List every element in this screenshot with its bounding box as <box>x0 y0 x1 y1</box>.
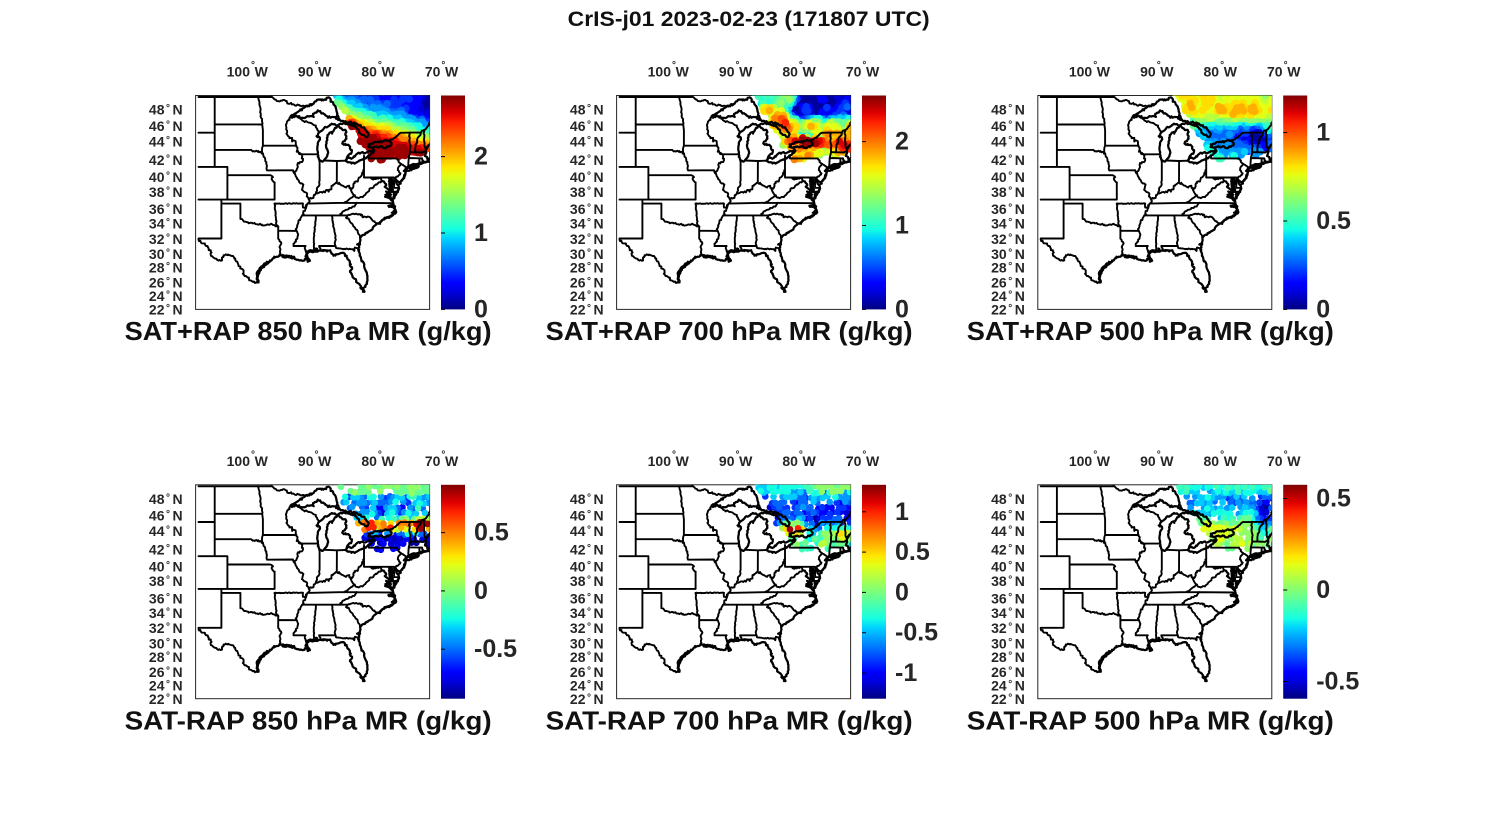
svg-text:2: 2 <box>474 143 488 171</box>
svg-text:0: 0 <box>1316 576 1330 604</box>
svg-text:0: 0 <box>1316 295 1330 323</box>
svg-text:0.5: 0.5 <box>1316 207 1351 235</box>
svg-text:-1: -1 <box>895 659 917 687</box>
svg-text:0: 0 <box>474 577 488 605</box>
svg-text:SAT-RAP 850 hPa MR (g/kg): SAT-RAP 850 hPa MR (g/kg) <box>125 705 492 735</box>
svg-text:CrIS-j01 2023-02-23 (171807 UT: CrIS-j01 2023-02-23 (171807 UTC) <box>568 8 930 31</box>
svg-text:-0.5: -0.5 <box>895 619 938 647</box>
svg-text:0: 0 <box>895 578 909 606</box>
svg-text:SAT-RAP 700 hPa MR (g/kg): SAT-RAP 700 hPa MR (g/kg) <box>546 705 913 735</box>
svg-text:1: 1 <box>1316 119 1330 147</box>
svg-text:0.5: 0.5 <box>895 538 930 566</box>
svg-text:SAT+RAP 700 hPa MR (g/kg): SAT+RAP 700 hPa MR (g/kg) <box>546 316 913 346</box>
svg-text:SAT-RAP 500 hPa MR (g/kg): SAT-RAP 500 hPa MR (g/kg) <box>967 705 1334 735</box>
svg-text:1: 1 <box>895 212 909 240</box>
svg-text:0: 0 <box>474 295 488 323</box>
svg-text:-0.5: -0.5 <box>474 635 517 663</box>
svg-text:SAT+RAP 850 hPa MR (g/kg): SAT+RAP 850 hPa MR (g/kg) <box>125 316 492 346</box>
svg-text:1: 1 <box>474 219 488 247</box>
svg-text:0: 0 <box>895 295 909 323</box>
svg-text:2: 2 <box>895 128 909 156</box>
svg-text:1: 1 <box>895 498 909 526</box>
svg-text:0.5: 0.5 <box>1316 485 1351 513</box>
svg-text:0.5: 0.5 <box>474 519 509 547</box>
svg-text:SAT+RAP 500 hPa MR (g/kg): SAT+RAP 500 hPa MR (g/kg) <box>967 316 1334 346</box>
svg-text:-0.5: -0.5 <box>1316 668 1359 696</box>
